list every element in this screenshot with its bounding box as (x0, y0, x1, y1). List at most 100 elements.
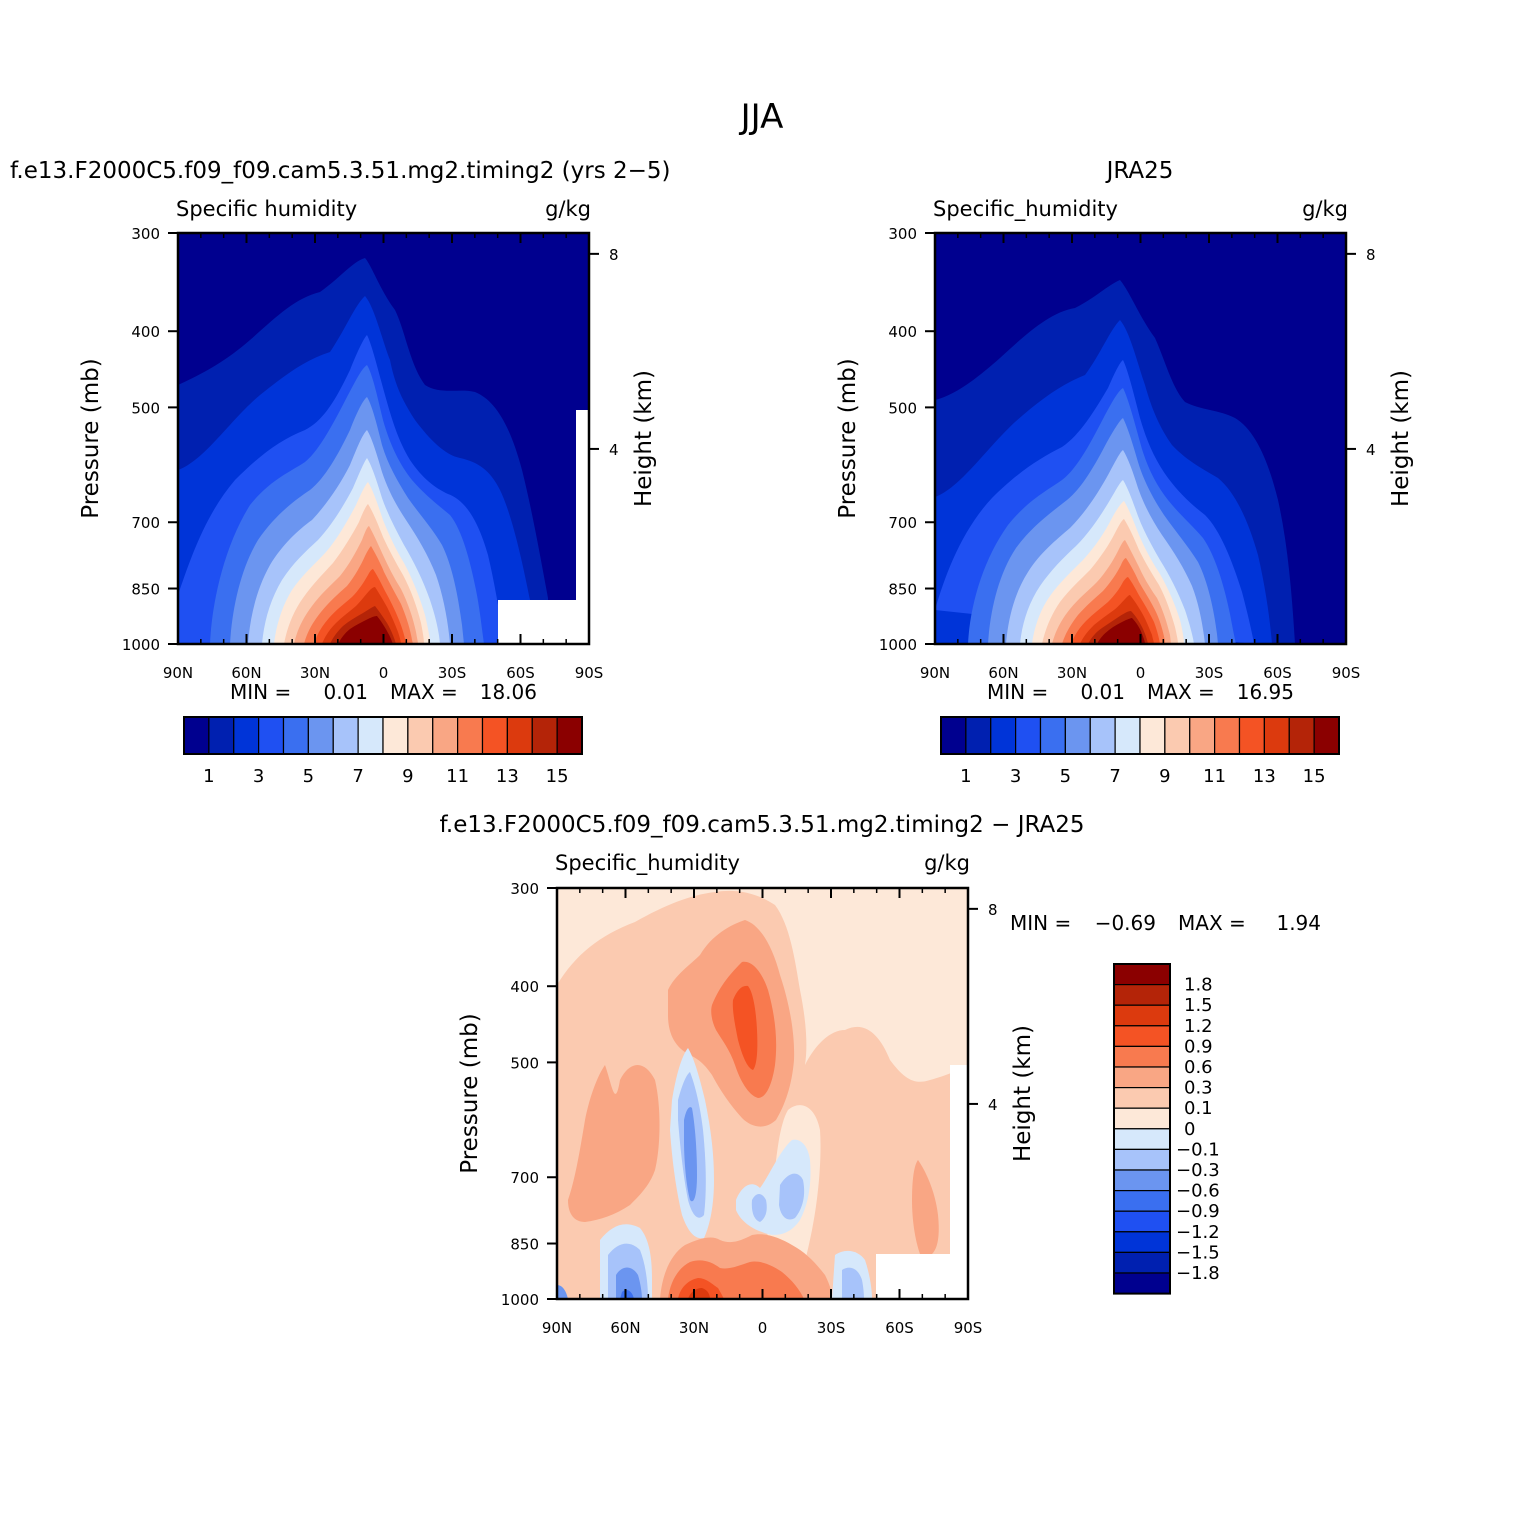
obs-x-tick-label: 60N (988, 664, 1018, 682)
model-y-tick-label: 1000 (122, 636, 160, 654)
diff-colorbar-label: 0.9 (1184, 1036, 1213, 1057)
diff-colorbar-box (1113, 1066, 1171, 1089)
diff-colorbar-box (1113, 1045, 1171, 1068)
model-colorbar-box (332, 716, 359, 755)
model-y-tick-label: 850 (131, 581, 160, 599)
obs-colorbar-label: 13 (1253, 766, 1276, 787)
diff-plot-area (557, 888, 968, 1299)
diff-x-tick-label: 60N (610, 1319, 640, 1337)
diff-band-neg-0.3-d (751, 1194, 767, 1222)
diff-height-tick-label: 8 (988, 901, 998, 919)
obs-x-tick-label: 60S (1263, 664, 1292, 682)
obs-y-tick-label: 700 (888, 514, 917, 532)
obs-colorbar-box (1114, 716, 1141, 755)
obs-x-tick-label: 30N (1057, 664, 1087, 682)
obs-band-15 (1097, 618, 1145, 644)
model-max-label: MAX = (390, 680, 458, 704)
obs-x-tick-label: 90N (920, 664, 950, 682)
model-units-label: g/kg (545, 197, 591, 221)
diff-colorbar-label: −1.5 (1176, 1242, 1220, 1263)
obs-colorbar-box (1288, 716, 1315, 755)
diff-x-tick-label: 60S (885, 1319, 914, 1337)
obs-colorbar-box (1263, 716, 1290, 755)
diff-band-0.9-center (732, 985, 758, 1070)
diff-band-0.3-right (912, 1160, 939, 1254)
model-colorbar-label: 7 (352, 766, 363, 787)
obs-colorbar-box (1189, 716, 1216, 755)
obs-colorbar-box (965, 716, 992, 755)
obs-x-tick-label: 30S (1195, 664, 1224, 682)
diff-colorbar-label: −0.3 (1176, 1160, 1220, 1181)
model-y-tick-label: 300 (131, 225, 160, 243)
diff-axes: 90N 60N 30N 0 30S 60S 90S 300 400 500 700 850 1000 8 4… (457, 880, 1036, 1337)
model-colorbar-box (506, 716, 533, 755)
model-missing-mask (498, 600, 589, 644)
diff-band-neg-0.6-c (557, 1285, 568, 1299)
model-colorbar-box (208, 716, 235, 755)
model-colorbar-box (407, 716, 434, 755)
diff-y-tick-label: 850 (510, 1236, 539, 1254)
diff-band-neg-0.9-b (620, 1290, 634, 1299)
obs-min-value: 0.01 (1080, 680, 1125, 704)
diff-colorbar-box (1113, 963, 1171, 986)
diff-colorbar-label: 0.6 (1184, 1057, 1213, 1078)
model-min-label: MIN = (230, 680, 291, 704)
diff-colorbar-label: 1.2 (1184, 1016, 1213, 1037)
diff-y-tick-label: 500 (510, 1054, 539, 1072)
model-colorbar-label: 13 (496, 766, 519, 787)
model-plot-area (178, 233, 589, 644)
diff-height-tick-label: 4 (988, 1096, 998, 1114)
obs-colorbar-label: 9 (1159, 766, 1170, 787)
obs-y-tick-label: 300 (888, 225, 917, 243)
obs-colorbar-label: 7 (1109, 766, 1120, 787)
figure-title: JJA (739, 97, 784, 137)
model-colorbar-label: 15 (546, 766, 569, 787)
diff-colorbar-box (1113, 1251, 1171, 1274)
model-variable-label: Specific humidity (176, 197, 357, 221)
diff-colorbar-box (1113, 1148, 1171, 1171)
diff-band-neg-0.3-e (842, 1267, 864, 1299)
model-colorbar: 1 3 5 7 9 11 13 15 (183, 716, 583, 787)
model-y-axis-label: Pressure (mb) (78, 358, 104, 518)
diff-y-tick-label: 400 (510, 978, 539, 996)
model-panel: f.e13.F2000C5.f09_f09.cam5.3.51.mg2.timi… (10, 158, 671, 787)
diff-variable-label: Specific_humidity (555, 851, 740, 876)
diff-colorbar-box (1113, 983, 1171, 1006)
obs-colorbar-box (1139, 716, 1166, 755)
diff-colorbar-label: 1.8 (1184, 975, 1213, 996)
model-min-value: 0.01 (323, 680, 368, 704)
model-colorbar-label: 5 (303, 766, 314, 787)
obs-colorbar-label: 1 (960, 766, 971, 787)
obs-units-label: g/kg (1302, 197, 1348, 221)
obs-x-tick-label: 90S (1332, 664, 1361, 682)
model-colorbar-box (457, 716, 484, 755)
diff-y-tick-label: 300 (510, 880, 539, 898)
obs-colorbar-box (1313, 716, 1340, 755)
diff-panel: f.e13.F2000C5.f09_f09.cam5.3.51.mg2.timi… (439, 812, 1321, 1337)
obs-colorbar-box (1089, 716, 1116, 755)
model-height-tick-label: 4 (609, 441, 619, 459)
diff-colorbar-label: −1.2 (1176, 1222, 1220, 1243)
diff-x-tick-label: 90N (542, 1319, 572, 1337)
model-y-tick-label: 700 (131, 514, 160, 532)
diff-colorbar-label: 0 (1184, 1119, 1195, 1140)
obs-colorbar: 1 3 5 7 9 11 13 15 (940, 716, 1340, 787)
model-colorbar-box (531, 716, 558, 755)
diff-colorbar-box (1113, 1025, 1171, 1048)
obs-panel: JRA25 Specific_humidity g/kg 90N 60N 30N 0 3… (835, 158, 1414, 787)
diff-colorbar-label: 0.3 (1184, 1078, 1213, 1099)
obs-colorbar-frame (940, 716, 1340, 755)
obs-x-tick-label: 0 (1136, 664, 1146, 682)
obs-max-label: MAX = (1147, 680, 1215, 704)
diff-colorbar: 1.81.51.20.90.60.30.10−0.1−0.3−0.6−0.9−1… (1113, 963, 1220, 1295)
obs-panel-title: JRA25 (1105, 158, 1174, 184)
obs-colorbar-box (1064, 716, 1091, 755)
diff-x-tick-label: 0 (758, 1319, 768, 1337)
diff-x-tick-label: 30S (817, 1319, 846, 1337)
diff-colorbar-label: −0.9 (1176, 1201, 1220, 1222)
obs-colorbar-box (1238, 716, 1265, 755)
model-colorbar-box (282, 716, 309, 755)
obs-colorbar-box (940, 716, 967, 755)
diff-x-tick-label: 30N (679, 1319, 709, 1337)
